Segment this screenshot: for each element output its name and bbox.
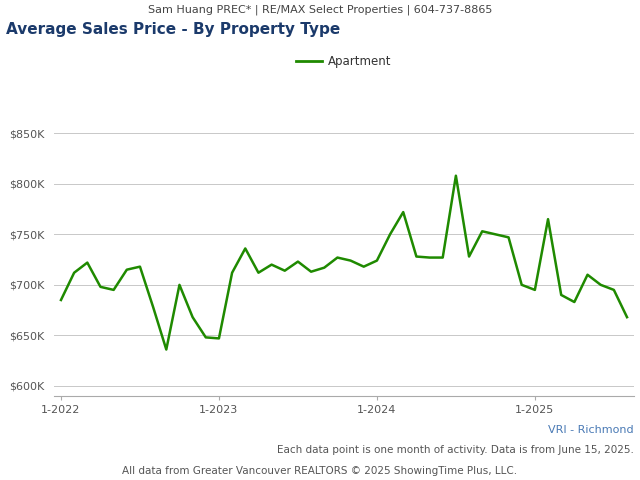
Legend: Apartment: Apartment bbox=[292, 50, 396, 73]
Text: Each data point is one month of activity. Data is from June 15, 2025.: Each data point is one month of activity… bbox=[276, 445, 634, 456]
Text: Sam Huang PREC* | RE/MAX Select Properties | 604-737-8865: Sam Huang PREC* | RE/MAX Select Properti… bbox=[148, 5, 492, 15]
Text: VRI - Richmond: VRI - Richmond bbox=[548, 425, 634, 435]
Text: All data from Greater Vancouver REALTORS © 2025 ShowingTime Plus, LLC.: All data from Greater Vancouver REALTORS… bbox=[122, 466, 518, 476]
Text: Average Sales Price - By Property Type: Average Sales Price - By Property Type bbox=[6, 23, 340, 37]
